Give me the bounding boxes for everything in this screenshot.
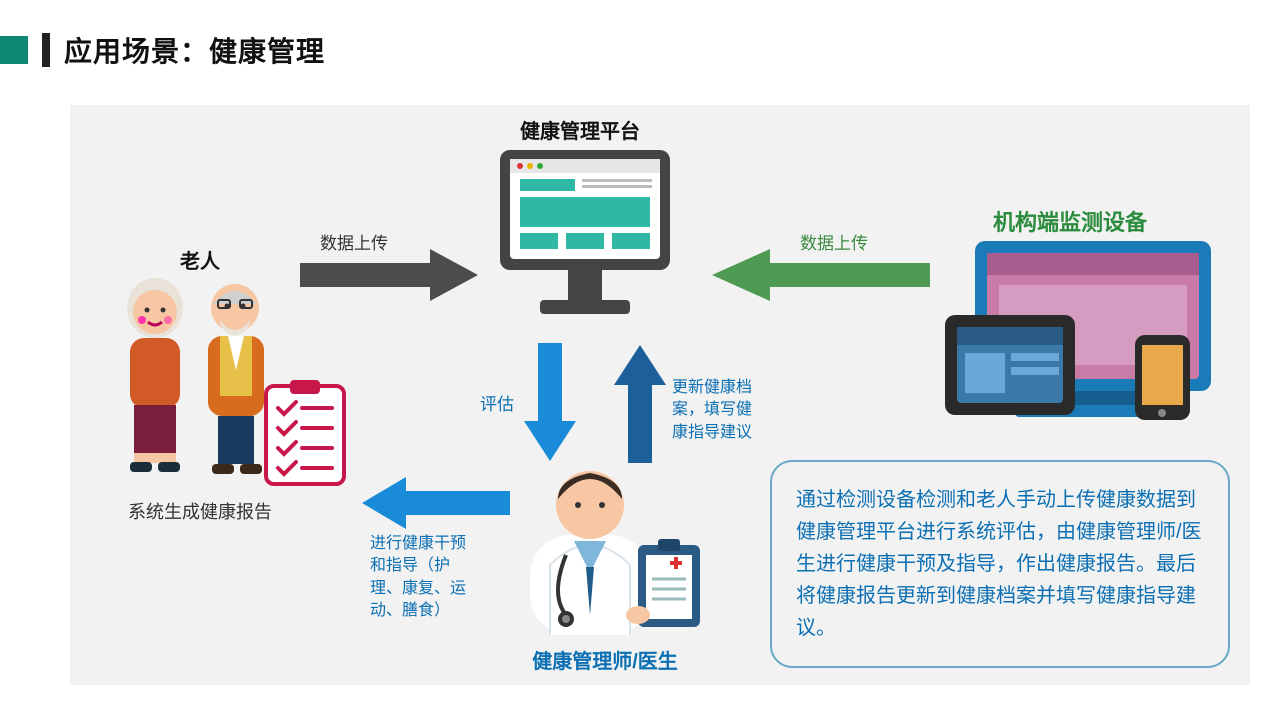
arrow-intervene-label: 进行健康干预和指导（护理、康复、运动、膳食）	[370, 533, 480, 623]
arrow-update-label: 更新健康档案，填写健康指导建议	[672, 377, 762, 444]
page-title: 应用场景：健康管理	[64, 30, 325, 70]
title-bar: 应用场景：健康管理	[0, 30, 325, 70]
description-text: 通过检测设备检测和老人手动上传健康数据到健康管理平台进行系统评估，由健康管理师/…	[796, 489, 1202, 639]
arrow-update-icon	[610, 343, 670, 463]
arrow-assess-icon	[520, 343, 580, 463]
description-box: 通过检测设备检测和老人手动上传健康数据到健康管理平台进行系统评估，由健康管理师/…	[770, 460, 1230, 668]
arrow-upload-right-icon	[710, 245, 930, 305]
arrow-intervene-icon	[360, 475, 510, 531]
devices-label: 机构端监测设备	[950, 205, 1190, 237]
title-separator	[42, 33, 50, 67]
title-accent-block	[0, 36, 28, 64]
doctor-label: 健康管理师/医生	[490, 645, 720, 674]
arrow-upload-left-label: 数据上传	[320, 229, 388, 254]
diagram-canvas: 健康管理平台 老人	[70, 105, 1250, 685]
arrow-upload-right-label: 数据上传	[800, 229, 868, 254]
devices-icon	[935, 235, 1220, 430]
elderly-caption: 系统生成健康报告	[90, 498, 310, 524]
platform-label: 健康管理平台	[470, 115, 690, 144]
monitor-icon	[490, 145, 680, 335]
arrow-assess-label: 评估	[480, 390, 514, 415]
doctor-icon	[510, 455, 710, 645]
slide: 应用场景：健康管理 健康管理平台 老人	[0, 0, 1280, 720]
arrow-upload-left-icon	[300, 245, 480, 305]
checklist-icon	[260, 380, 350, 490]
